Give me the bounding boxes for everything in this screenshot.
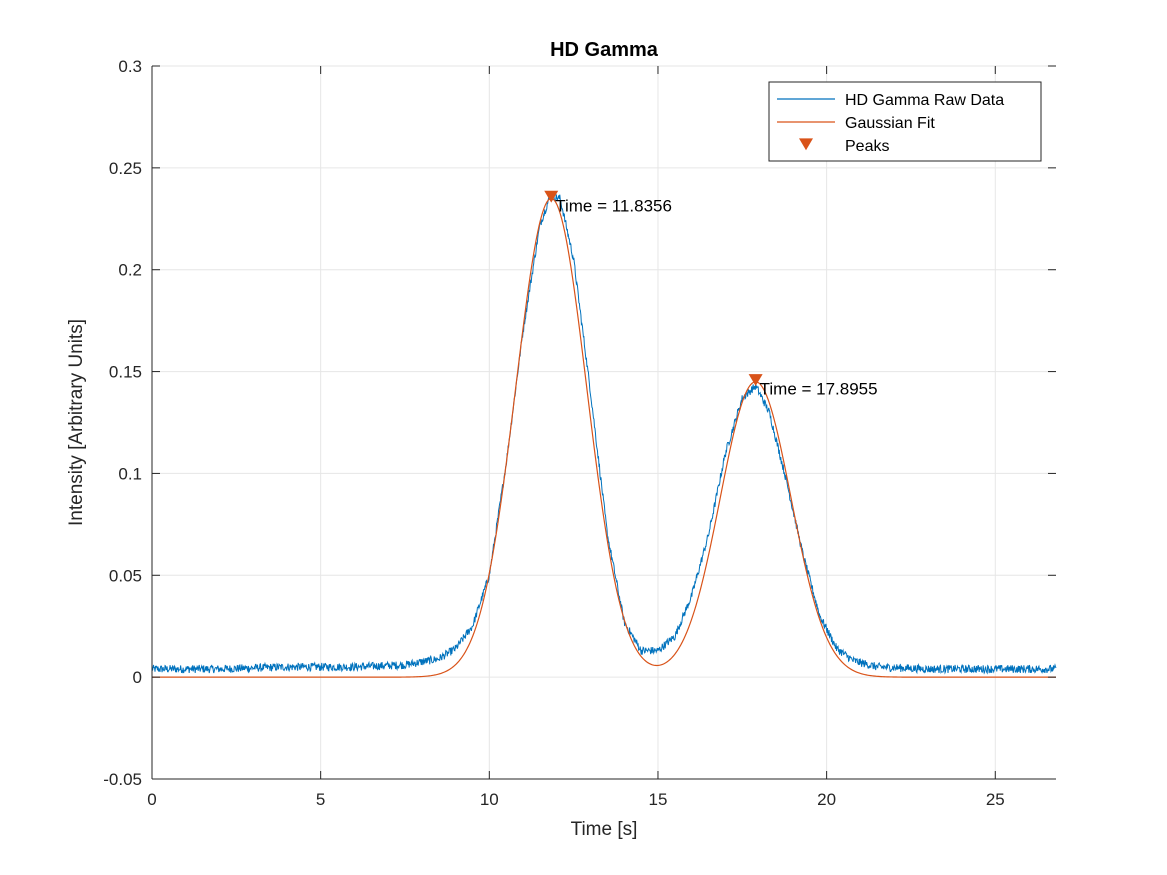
y-tick-label: -0.05 [103,770,142,789]
x-tick-label: 10 [480,790,499,809]
series-raw-data-line [151,192,1057,675]
x-axis-title: Time [s] [571,819,638,840]
y-axis-title: Intensity [Arbitrary Units] [66,319,87,526]
peak-annotation: Time = 11.8356 [555,196,672,215]
y-tick-label: 0 [133,668,142,687]
ticks: 0 5 10 15 20 25 -0.05 0 0.05 0.1 0.15 0.2 0.25 0.3 [103,57,1056,809]
x-tick-label: 20 [817,790,836,809]
x-tick-label: 15 [649,790,668,809]
y-tick-label: 0.1 [118,464,142,483]
x-tick-label: 5 [316,790,325,809]
plot-area [152,66,1056,779]
legend-swatch-peaks [799,138,813,151]
legend-label-peaks: Peaks [845,138,889,155]
legend: HD Gamma Raw Data Gaussian Fit Peaks [768,81,1042,162]
peak-marker [544,190,559,203]
peak-annotation: Time = 17.8955 [760,380,878,399]
axes [151,66,1056,780]
series-layer [151,190,1057,678]
x-tick-label: 0 [147,790,156,809]
legend-label-raw-data: HD Gamma Raw Data [845,92,1004,109]
y-tick-label: 0.15 [109,363,142,382]
y-tick-label: 0.05 [109,566,142,585]
legend-label-gaussian-fit: Gaussian Fit [845,115,935,132]
annotations: Time = 11.8356 Time = 17.8955 [555,196,877,398]
y-tick-label: 0.3 [118,57,142,76]
y-tick-label: 0.2 [118,261,142,280]
series-gaussian-fit-line [152,197,1056,678]
chart-title: HD Gamma [550,39,659,61]
x-tick-label: 25 [986,790,1005,809]
peak-marker [748,374,763,387]
y-tick-label: 0.25 [109,159,142,178]
